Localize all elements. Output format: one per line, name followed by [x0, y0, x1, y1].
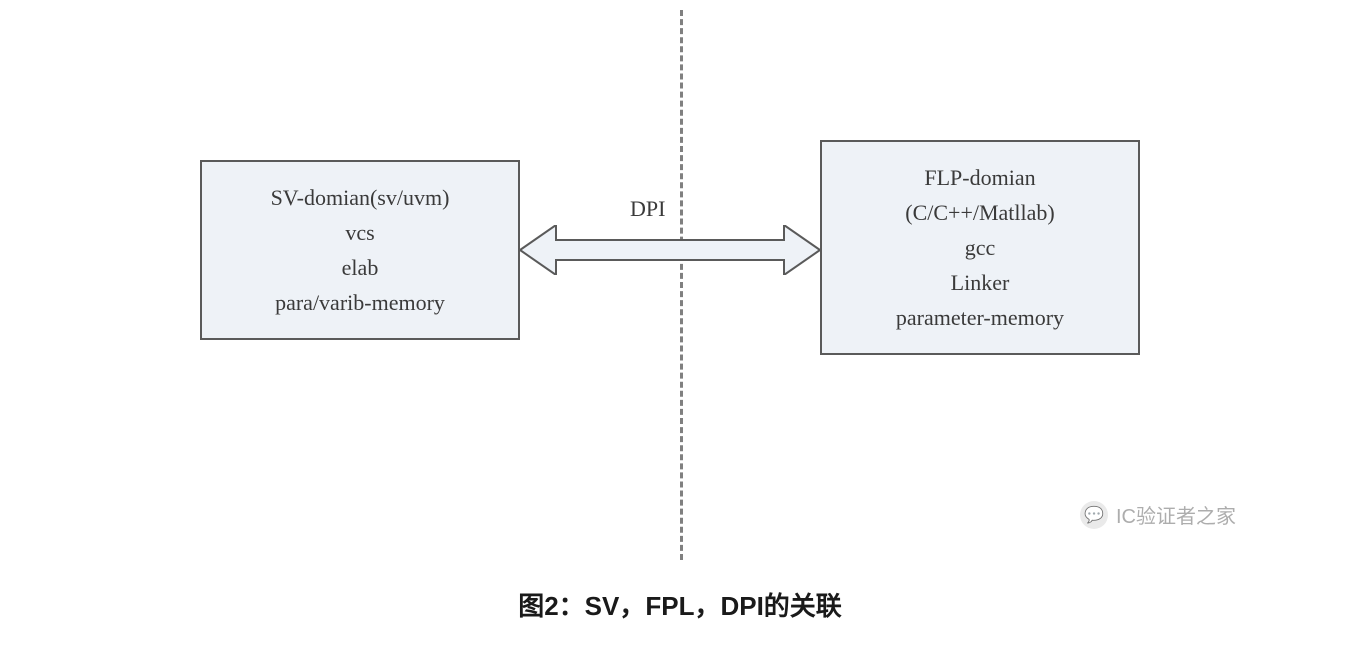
sv-domain-box: SV-domian(sv/uvm) vcs elab para/varib-me…: [200, 160, 520, 340]
dpi-arrow-label: DPI: [630, 196, 665, 222]
node-text-line: elab: [342, 250, 379, 285]
wechat-icon-glyph: 💬: [1084, 505, 1104, 525]
node-text-line: SV-domian(sv/uvm): [271, 180, 450, 215]
watermark-text: IC验证者之家: [1116, 500, 1236, 529]
watermark: 💬 IC验证者之家: [1080, 500, 1236, 529]
wechat-icon: 💬: [1080, 501, 1108, 529]
node-text-line: FLP-domian: [924, 160, 1035, 195]
figure-caption: 图2：SV，FPL，DPI的关联: [420, 586, 940, 623]
node-text-line: vcs: [345, 215, 374, 250]
dpi-arrow: [520, 225, 820, 275]
double-arrow-icon: [520, 225, 820, 275]
flp-domain-box: FLP-domian (C/C++/Matllab) gcc Linker pa…: [820, 140, 1140, 355]
vertical-divider: [680, 10, 683, 560]
node-text-line: (C/C++/Matllab): [905, 195, 1054, 230]
diagram-canvas: SV-domian(sv/uvm) vcs elab para/varib-me…: [0, 0, 1356, 656]
node-text-line: parameter-memory: [896, 300, 1064, 335]
arrow-shape: [520, 225, 820, 275]
node-text-line: gcc: [965, 230, 996, 265]
node-text-line: para/varib-memory: [275, 285, 445, 320]
node-text-line: Linker: [951, 265, 1010, 300]
